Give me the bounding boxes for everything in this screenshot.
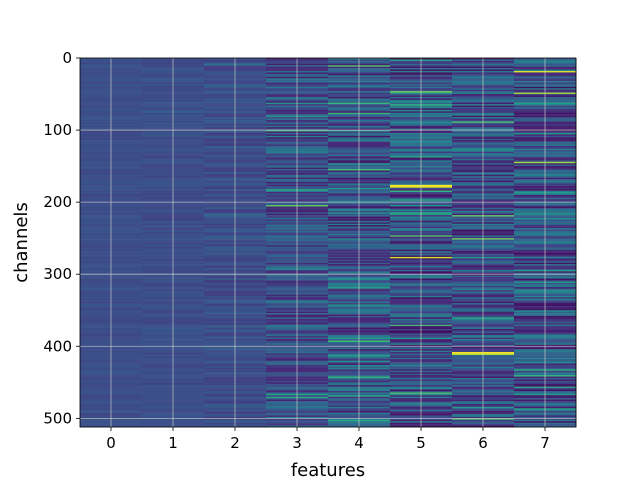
y-tick-label: 200 xyxy=(43,193,72,211)
y-tick-label: 500 xyxy=(43,409,72,427)
y-axis-label: channels xyxy=(11,202,32,283)
x-tick-label: 4 xyxy=(354,434,364,452)
x-axis-ticks: 0 1 2 3 4 5 6 7 xyxy=(106,427,550,452)
heatmap-cells xyxy=(80,58,577,428)
y-axis-ticks: 0 100 200 300 400 500 xyxy=(43,49,80,427)
x-tick-label: 2 xyxy=(230,434,240,452)
y-tick-label: 300 xyxy=(43,265,72,283)
x-tick-label: 1 xyxy=(168,434,178,452)
plot-frame xyxy=(79,57,577,428)
x-axis-label: features xyxy=(291,460,365,480)
grid-lines xyxy=(80,57,576,427)
y-tick-label: 0 xyxy=(62,49,72,67)
x-tick-label: 5 xyxy=(416,434,426,452)
y-tick-label: 100 xyxy=(43,121,72,139)
x-tick-label: 3 xyxy=(292,434,302,452)
y-tick-label: 400 xyxy=(43,337,72,355)
x-tick-label: 7 xyxy=(540,434,550,452)
x-tick-label: 0 xyxy=(106,434,116,452)
x-tick-label: 6 xyxy=(478,434,488,452)
